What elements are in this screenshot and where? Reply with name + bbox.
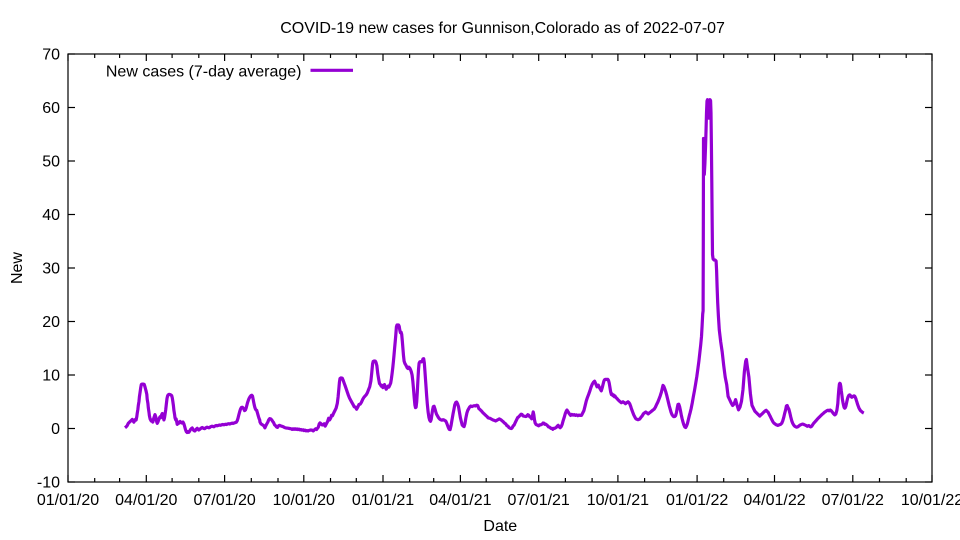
- svg-text:70: 70: [42, 47, 60, 64]
- svg-text:04/01/21: 04/01/21: [429, 492, 491, 509]
- svg-text:10: 10: [42, 368, 60, 385]
- svg-text:50: 50: [42, 154, 60, 171]
- svg-text:COVID-19 new cases for Gunniso: COVID-19 new cases for Gunnison,Colorado…: [280, 20, 725, 37]
- svg-text:-10: -10: [37, 475, 60, 492]
- svg-text:10/01/21: 10/01/21: [587, 492, 649, 509]
- svg-text:40: 40: [42, 207, 60, 224]
- svg-text:07/01/20: 07/01/20: [193, 492, 255, 509]
- svg-text:07/01/21: 07/01/21: [508, 492, 570, 509]
- svg-text:01/01/22: 01/01/22: [666, 492, 728, 509]
- svg-text:Date: Date: [483, 518, 517, 535]
- svg-text:10/01/22: 10/01/22: [901, 492, 960, 509]
- svg-text:30: 30: [42, 261, 60, 278]
- svg-text:04/01/22: 04/01/22: [743, 492, 805, 509]
- svg-text:New cases (7-day average): New cases (7-day average): [106, 64, 302, 81]
- svg-text:20: 20: [42, 314, 60, 331]
- svg-text:10/01/20: 10/01/20: [273, 492, 335, 509]
- svg-text:07/01/22: 07/01/22: [822, 492, 884, 509]
- svg-text:0: 0: [51, 421, 60, 438]
- svg-text:01/01/21: 01/01/21: [352, 492, 414, 509]
- svg-text:60: 60: [42, 100, 60, 117]
- svg-text:04/01/20: 04/01/20: [115, 492, 177, 509]
- svg-text:New: New: [9, 252, 26, 284]
- svg-text:01/01/20: 01/01/20: [37, 492, 99, 509]
